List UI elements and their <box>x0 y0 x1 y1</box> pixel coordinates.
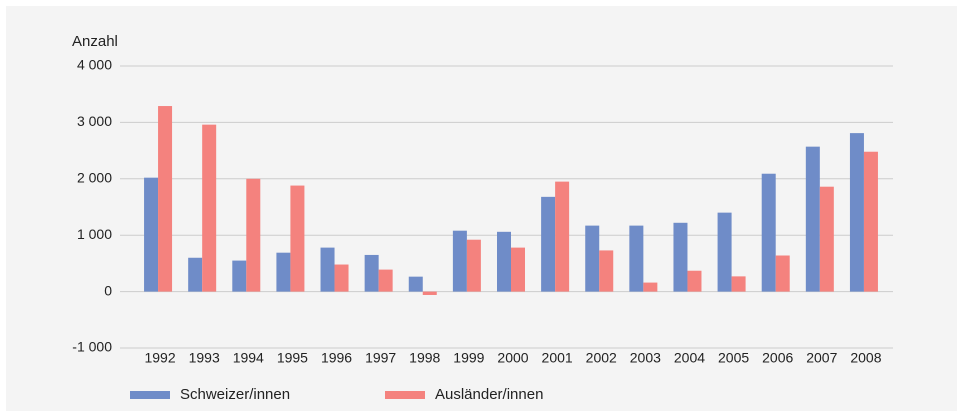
bar <box>202 124 217 292</box>
bar <box>717 212 732 292</box>
bar <box>497 231 511 292</box>
bar <box>687 270 702 292</box>
legend-label: Schweizer/innen <box>180 386 290 403</box>
y-tick-label: 4 000 <box>77 57 112 73</box>
y-tick-label: 1 000 <box>77 226 112 242</box>
bar <box>364 254 379 292</box>
bar <box>290 185 305 292</box>
bar <box>849 133 864 292</box>
x-tick-label: 2007 <box>806 350 837 366</box>
bar <box>673 222 688 292</box>
x-tick-label: 2002 <box>586 350 617 366</box>
x-tick-label: 2006 <box>762 350 793 366</box>
x-tick-label: 2000 <box>497 350 528 366</box>
legend-swatch <box>385 391 425 399</box>
bar <box>320 247 335 292</box>
bar <box>378 269 393 292</box>
x-tick-label: 1995 <box>277 350 308 366</box>
bar <box>144 177 159 292</box>
legend-swatch <box>130 391 170 399</box>
y-tick-label: -1 000 <box>72 339 112 355</box>
bar <box>555 181 570 292</box>
bar <box>422 291 437 295</box>
bar <box>863 151 878 292</box>
x-tick-label: 1993 <box>189 350 220 366</box>
y-axis-label: Anzahl <box>72 33 118 50</box>
x-tick-label: 1999 <box>453 350 484 366</box>
bar <box>511 247 525 292</box>
bar <box>585 225 600 292</box>
bar <box>452 230 467 292</box>
bar <box>408 276 423 292</box>
bar <box>276 252 291 292</box>
x-tick-label: 1998 <box>409 350 440 366</box>
bar <box>629 225 644 292</box>
x-tick-label: 2001 <box>542 350 573 366</box>
x-tick-label: 1992 <box>144 350 175 366</box>
x-tick-label: 2005 <box>718 350 749 366</box>
bar <box>232 260 247 292</box>
bar <box>188 257 203 292</box>
y-tick-label: 2 000 <box>77 170 112 186</box>
bar <box>761 173 776 292</box>
bar <box>731 276 746 292</box>
x-tick-label: 2004 <box>674 350 705 366</box>
bar <box>599 250 614 292</box>
bar <box>541 196 556 292</box>
bar <box>246 178 261 292</box>
bar <box>775 255 790 292</box>
x-tick-label: 2008 <box>850 350 881 366</box>
bar <box>466 239 481 292</box>
bar <box>805 146 820 292</box>
bar <box>334 264 349 292</box>
x-tick-label: 2003 <box>630 350 661 366</box>
legend-label: Ausländer/innen <box>435 386 543 403</box>
x-tick-label: 1996 <box>321 350 352 366</box>
x-tick-label: 1997 <box>365 350 396 366</box>
bar <box>643 282 658 292</box>
x-tick-label: 1994 <box>233 350 264 366</box>
bar <box>158 106 173 292</box>
y-tick-label: 3 000 <box>77 113 112 129</box>
y-tick-label: 0 <box>104 282 112 298</box>
bar <box>819 186 834 292</box>
